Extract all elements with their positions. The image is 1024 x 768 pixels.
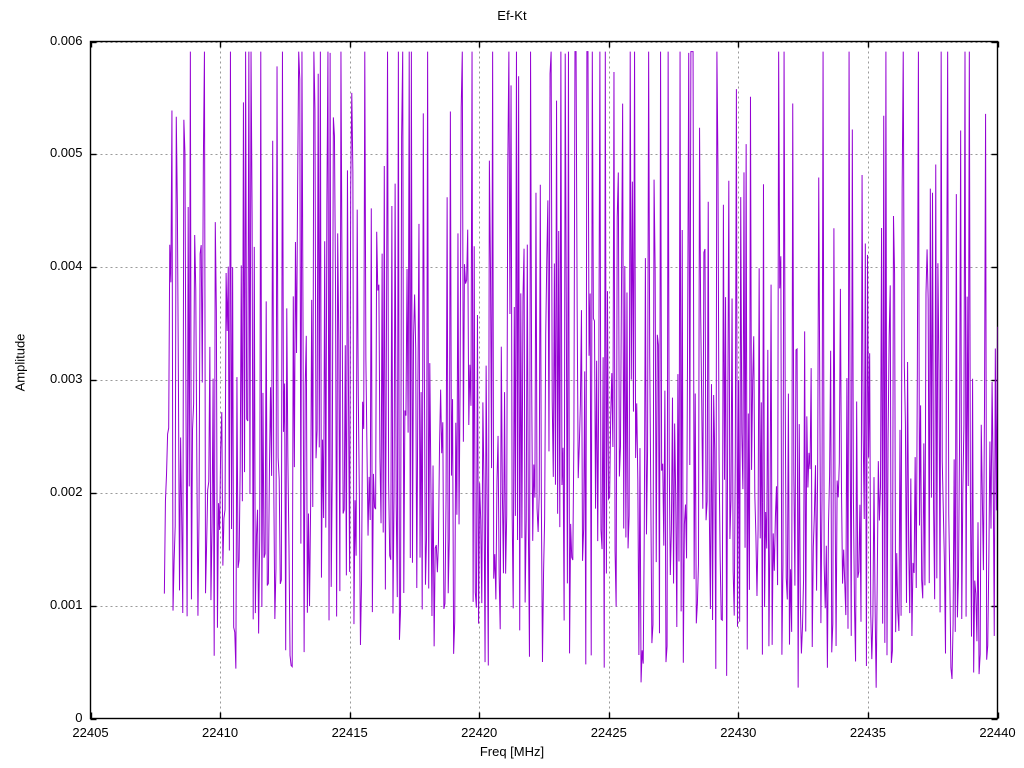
x-tick-label: 22430 bbox=[720, 724, 757, 740]
y-tick-label: 0.006 bbox=[49, 32, 83, 48]
y-tick-label: 0.002 bbox=[49, 483, 83, 499]
x-tick-label: 22410 bbox=[201, 724, 239, 740]
axis-ticks bbox=[90, 41, 1000, 721]
x-tick-label: 22405 bbox=[72, 724, 109, 740]
data-series-line bbox=[163, 51, 998, 688]
x-tick-label: 22435 bbox=[849, 724, 886, 740]
x-tick-label: 22425 bbox=[590, 724, 627, 740]
y-tick-label: 0 bbox=[75, 709, 83, 725]
y-tick-label: 0.001 bbox=[49, 596, 83, 612]
x-tick-label: 22415 bbox=[331, 724, 368, 740]
y-tick-label: 0.004 bbox=[49, 258, 83, 274]
x-tick-label: 22420 bbox=[461, 724, 498, 740]
y-tick-label: 0.003 bbox=[49, 371, 83, 386]
data-series-layer bbox=[163, 51, 998, 688]
x-tick-label: 22440 bbox=[979, 724, 1016, 740]
x-axis-label: Freq [MHz] bbox=[479, 744, 545, 759]
y-tick-label: 0.005 bbox=[49, 145, 83, 161]
chart-title: Ef-Kt bbox=[497, 8, 527, 23]
